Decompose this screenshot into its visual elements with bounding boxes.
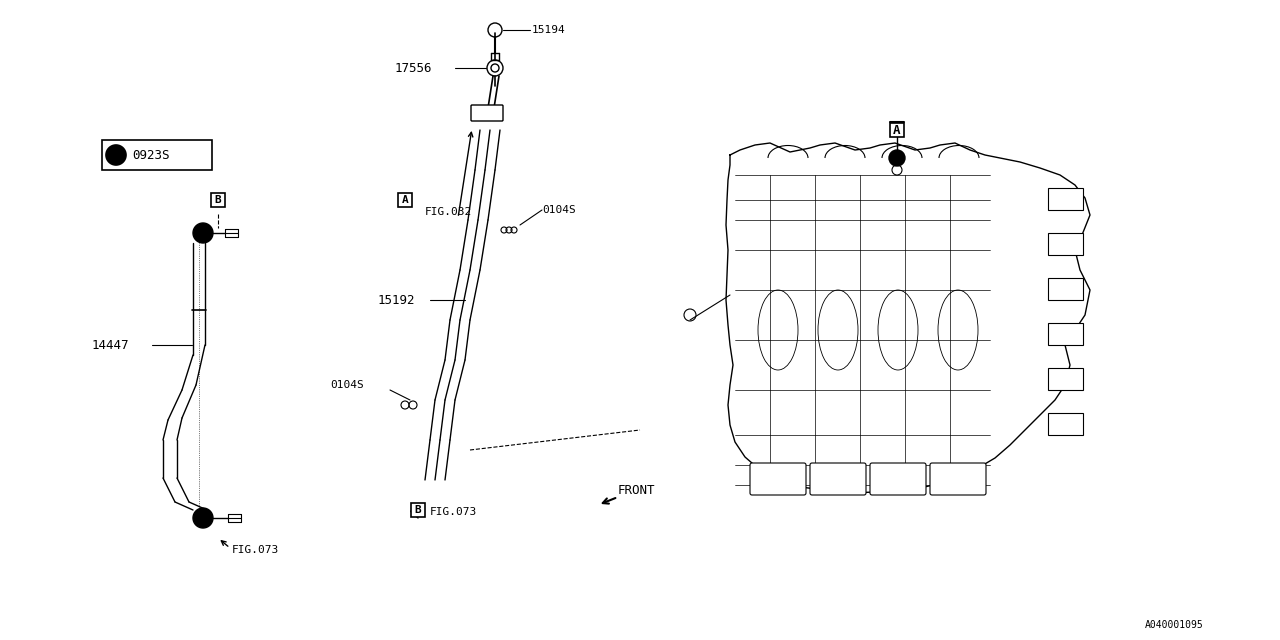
Circle shape	[193, 508, 212, 528]
Text: 0923S: 0923S	[132, 148, 169, 161]
Bar	[890, 123, 904, 137]
Bar	[1048, 278, 1083, 300]
Bar	[1048, 233, 1083, 255]
Bar	[102, 140, 212, 170]
Bar	[211, 193, 225, 207]
Text: B: B	[215, 195, 221, 205]
Text: 1: 1	[200, 513, 206, 523]
Bar	[1048, 323, 1083, 345]
FancyBboxPatch shape	[931, 463, 986, 495]
FancyBboxPatch shape	[810, 463, 867, 495]
FancyBboxPatch shape	[471, 105, 503, 121]
Circle shape	[890, 150, 905, 166]
FancyBboxPatch shape	[870, 463, 925, 495]
Text: FIG.032: FIG.032	[425, 207, 472, 217]
Bar	[1048, 368, 1083, 390]
Text: 17556: 17556	[396, 61, 433, 74]
Text: 0104S: 0104S	[330, 380, 364, 390]
Text: A: A	[402, 195, 408, 205]
Bar	[411, 503, 425, 517]
Text: FIG.073: FIG.073	[430, 507, 477, 517]
Text: A: A	[893, 124, 901, 136]
Text: B: B	[415, 505, 421, 515]
Text: A040001095: A040001095	[1146, 620, 1203, 630]
Text: 14447: 14447	[92, 339, 129, 351]
Text: 1: 1	[200, 228, 206, 238]
Bar	[1048, 413, 1083, 435]
Text: 15194: 15194	[532, 25, 566, 35]
Text: 15192: 15192	[378, 294, 416, 307]
Circle shape	[106, 145, 125, 165]
Circle shape	[193, 223, 212, 243]
Text: 1: 1	[113, 150, 119, 160]
Text: FIG.073: FIG.073	[232, 545, 279, 555]
Polygon shape	[726, 143, 1091, 493]
FancyBboxPatch shape	[750, 463, 806, 495]
Bar	[1048, 188, 1083, 210]
Text: FRONT: FRONT	[618, 483, 655, 497]
Circle shape	[893, 154, 901, 162]
Text: 0104S: 0104S	[541, 205, 576, 215]
Bar	[398, 193, 412, 207]
